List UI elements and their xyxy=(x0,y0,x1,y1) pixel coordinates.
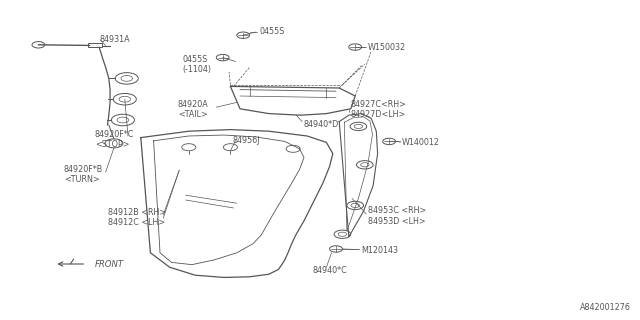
Text: 84940*D: 84940*D xyxy=(303,120,339,129)
Text: FRONT: FRONT xyxy=(95,260,124,269)
Text: 0455S: 0455S xyxy=(259,28,285,36)
Text: 84920F*C
<STOP>: 84920F*C <STOP> xyxy=(95,130,134,149)
Text: W140012: W140012 xyxy=(402,138,440,147)
Text: 0455S
(-1104): 0455S (-1104) xyxy=(182,55,211,74)
Text: 84927C<RH>
84927D<LH>: 84927C<RH> 84927D<LH> xyxy=(351,100,406,119)
Text: 84920F*B
<TURN>: 84920F*B <TURN> xyxy=(64,165,103,184)
Text: 84920A
<TAIL>: 84920A <TAIL> xyxy=(178,100,209,119)
Text: 84912B <RH>
84912C <LH>: 84912B <RH> 84912C <LH> xyxy=(108,208,166,227)
Text: M120143: M120143 xyxy=(362,246,399,255)
Text: 84940*C: 84940*C xyxy=(312,266,347,275)
Text: A842001276: A842001276 xyxy=(580,303,630,312)
Bar xyxy=(88,43,102,47)
Text: W150032: W150032 xyxy=(368,43,406,52)
Text: 84956J: 84956J xyxy=(232,136,260,145)
Text: 84953C <RH>
84953D <LH>: 84953C <RH> 84953D <LH> xyxy=(368,206,426,226)
Text: 84931A: 84931A xyxy=(99,36,130,44)
